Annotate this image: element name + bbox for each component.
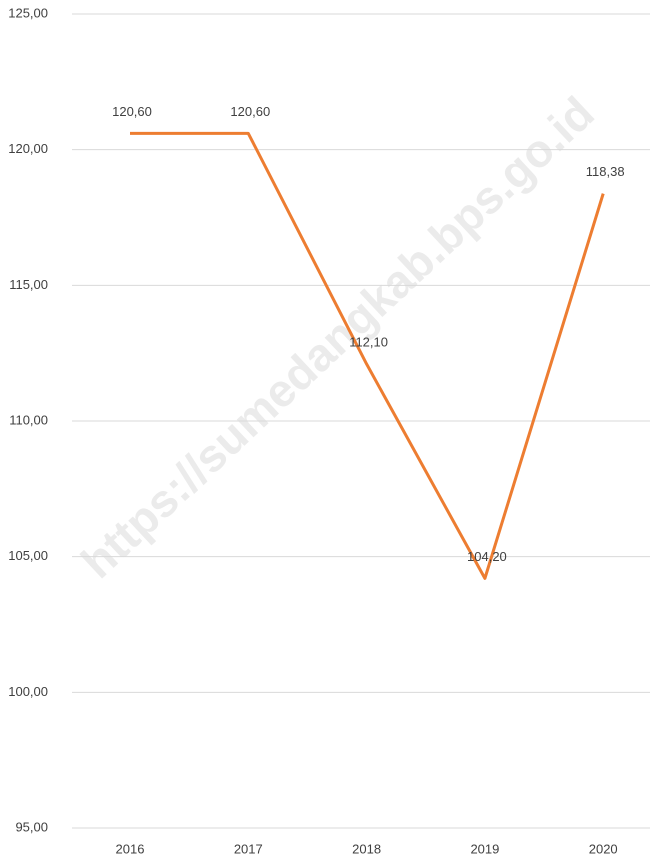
- x-tick-label: 2020: [589, 841, 618, 856]
- y-tick-label: 125,00: [8, 5, 48, 20]
- data-label: 112,10: [349, 334, 388, 349]
- y-tick-label: 100,00: [8, 684, 48, 699]
- data-label: 118,38: [586, 164, 625, 179]
- data-label: 120,60: [112, 104, 152, 119]
- x-tick-label: 2019: [470, 841, 499, 856]
- line: [130, 131, 605, 580]
- data-label: 120,60: [230, 104, 270, 119]
- y-tick-label: 120,00: [8, 141, 48, 156]
- y-tick-label: 110,00: [9, 412, 48, 427]
- watermark: https://sumedangkab.bps.go.id: [71, 86, 604, 588]
- x-tick-label: 2018: [352, 841, 381, 856]
- x-tick-label: 2016: [116, 841, 145, 856]
- data-label: 104,20: [467, 549, 507, 564]
- y-tick-label: 105,00: [8, 548, 48, 563]
- x-tick-label: 2017: [234, 841, 263, 856]
- y-tick-label: 95,00: [15, 819, 48, 834]
- y-tick-label: 115,00: [9, 277, 48, 292]
